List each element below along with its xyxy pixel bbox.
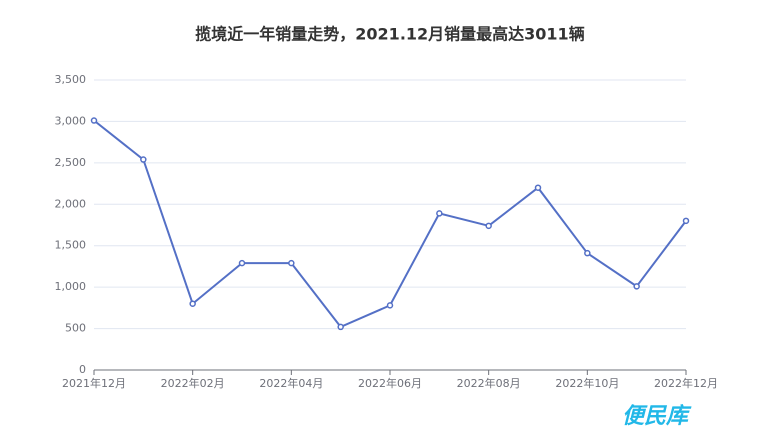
y-tick-label: 500 bbox=[65, 322, 86, 335]
y-tick-label: 2,000 bbox=[55, 197, 87, 210]
point bbox=[584, 249, 591, 257]
point bbox=[288, 259, 295, 267]
x-tick-label: 2022年04月 bbox=[259, 376, 323, 390]
y-tick-label: 3,500 bbox=[55, 73, 87, 86]
point bbox=[189, 300, 196, 307]
x-tick-label: 2022年12月 bbox=[654, 376, 718, 390]
x-tick-label: 2022年08月 bbox=[457, 376, 521, 390]
x-tick-label: 2022年02月 bbox=[161, 376, 225, 390]
y-tick-label: 1,000 bbox=[55, 280, 87, 293]
point bbox=[485, 222, 492, 230]
chart-title: 揽境近一年销量走势，2021.12月销量最高达3011辆 bbox=[195, 25, 584, 44]
point bbox=[534, 184, 542, 191]
x-tick-label: 2022年06月 bbox=[358, 376, 422, 390]
y-tick-label: 0 bbox=[79, 363, 86, 376]
point bbox=[140, 156, 147, 163]
line bbox=[93, 119, 687, 329]
y-tick-label: 1,500 bbox=[55, 239, 87, 252]
y-tick-label: 3,000 bbox=[55, 114, 87, 127]
point bbox=[682, 217, 690, 225]
point bbox=[633, 283, 640, 290]
point bbox=[436, 210, 443, 217]
x-tick-label: 2022年10月 bbox=[555, 376, 619, 390]
point bbox=[90, 117, 98, 124]
point bbox=[238, 259, 246, 267]
point bbox=[337, 323, 344, 331]
x-tick-label: 2021年12月 bbox=[62, 376, 126, 390]
y-tick-label: 2,500 bbox=[55, 156, 87, 169]
watermark: 便民库 bbox=[622, 404, 692, 429]
point bbox=[386, 302, 394, 309]
